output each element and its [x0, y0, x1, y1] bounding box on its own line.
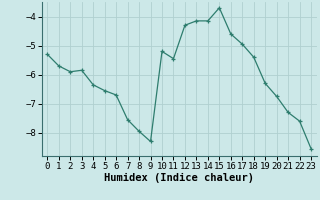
X-axis label: Humidex (Indice chaleur): Humidex (Indice chaleur) [104, 173, 254, 183]
